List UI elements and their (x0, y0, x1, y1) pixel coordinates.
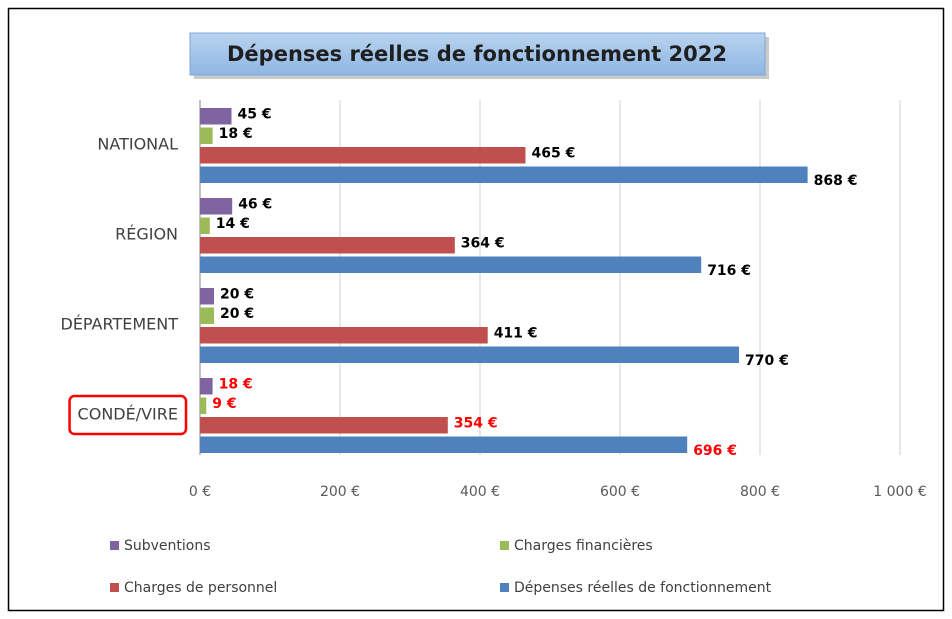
value-label: 465 € (532, 145, 576, 161)
legend-label: Charges de personnel (124, 580, 277, 596)
bar (200, 397, 207, 414)
bar (200, 108, 232, 125)
bar (200, 217, 210, 234)
x-tick-label: 800 € (740, 484, 780, 500)
bar (200, 436, 688, 453)
value-label: 20 € (220, 286, 254, 302)
x-tick-label: 200 € (320, 484, 360, 500)
value-label: 9 € (212, 396, 236, 412)
value-label: 364 € (461, 235, 505, 251)
bar (200, 256, 702, 273)
value-label: 18 € (219, 126, 253, 142)
x-tick-label: 0 € (189, 484, 211, 500)
x-tick-label: 600 € (600, 484, 640, 500)
legend-label: Dépenses réelles de fonctionnement (514, 580, 772, 596)
chart-title: Dépenses réelles de fonctionnement 2022 (227, 42, 727, 66)
bar (200, 166, 808, 183)
value-label: 354 € (454, 415, 498, 431)
category-label: CONDÉ/VIRE (78, 405, 178, 424)
value-label: 411 € (494, 325, 538, 341)
bar (200, 288, 214, 305)
frame (7, 7, 945, 612)
bar (200, 237, 455, 254)
title-box (189, 32, 766, 76)
x-tick-label: 400 € (460, 484, 500, 500)
value-label: 46 € (238, 196, 272, 212)
value-label: 18 € (219, 376, 253, 392)
legend-swatch (500, 541, 509, 550)
bar (200, 147, 526, 164)
value-label: 45 € (238, 106, 272, 122)
bar (200, 307, 214, 324)
category-label: RÉGION (115, 225, 178, 244)
legend-swatch (110, 583, 119, 592)
bar (200, 198, 233, 215)
legend-swatch (500, 583, 509, 592)
value-label: 696 € (693, 443, 737, 459)
bar (200, 327, 488, 344)
bar (200, 378, 213, 395)
bar (200, 127, 213, 144)
legend-swatch (110, 541, 119, 550)
value-label: 716 € (707, 263, 751, 279)
highlight-box (68, 394, 188, 436)
value-label: 20 € (220, 306, 254, 322)
bar (200, 346, 739, 363)
value-label: 868 € (814, 173, 858, 189)
bar (200, 417, 448, 434)
category-label: NATIONAL (97, 135, 178, 154)
legend-label: Subventions (124, 538, 211, 554)
value-label: 770 € (745, 353, 789, 369)
value-label: 14 € (216, 216, 250, 232)
legend-label: Charges financières (514, 538, 653, 554)
category-label: DÉPARTEMENT (61, 315, 179, 334)
x-tick-label: 1 000 € (873, 484, 926, 500)
